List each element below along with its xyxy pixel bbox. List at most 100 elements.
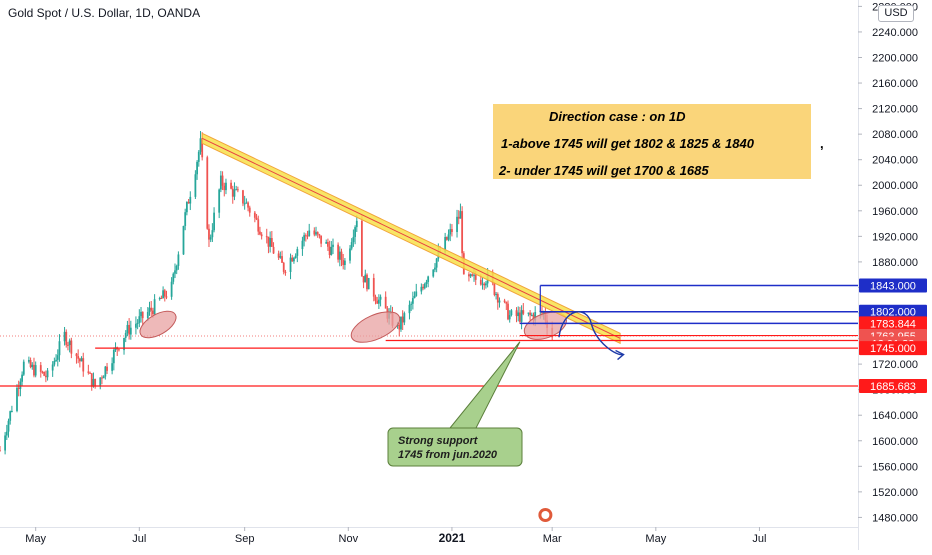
candle-body	[201, 138, 204, 158]
candle-body	[469, 274, 472, 277]
y-tick-label: 2240.000	[872, 27, 918, 39]
note-line-3: 2- under 1745 will get 1700 & 1685	[498, 163, 709, 178]
candle-body	[508, 315, 511, 320]
candle-body	[355, 220, 358, 228]
candle-body	[67, 344, 69, 346]
candle-body	[233, 189, 236, 197]
direction-note-box[interactable]	[493, 104, 811, 179]
candle-body	[123, 337, 125, 351]
candle-body	[379, 296, 382, 300]
candle-body	[445, 236, 448, 240]
candle-body	[19, 381, 22, 389]
candle-body	[129, 327, 132, 335]
x-tick-label: May	[25, 533, 46, 545]
candle-body	[337, 244, 340, 260]
candle-body	[39, 365, 42, 372]
candle-body	[89, 372, 91, 374]
candle-body	[213, 212, 215, 231]
candle-body	[411, 298, 414, 304]
candle-body	[87, 371, 90, 373]
candle-body	[257, 219, 260, 232]
price-label: 1843.000	[870, 281, 916, 293]
candle-body	[182, 225, 185, 255]
candle-body	[481, 283, 484, 285]
price-label-bg	[859, 341, 927, 356]
candle-body	[320, 235, 323, 244]
candle-body	[174, 270, 176, 274]
candle-body	[170, 281, 173, 297]
candle-body	[408, 304, 411, 314]
candle-body	[517, 312, 520, 317]
y-tick-label: 2200.000	[872, 52, 918, 64]
candle-body	[269, 238, 272, 247]
support-callout[interactable]	[387, 427, 523, 467]
candle-body	[124, 333, 127, 338]
candle-body	[187, 201, 190, 204]
price-axis-panel[interactable]	[858, 0, 932, 550]
candle-body	[291, 257, 294, 262]
candle-body	[534, 312, 537, 321]
candle-body	[400, 316, 402, 330]
candle-body	[46, 370, 49, 378]
candle-body	[10, 410, 13, 412]
y-tick-label: 2040.000	[872, 155, 918, 167]
candle-body	[4, 435, 6, 451]
candle-body	[427, 276, 430, 282]
candle-body	[313, 230, 316, 235]
candle-body	[374, 296, 377, 301]
candle-body	[158, 298, 161, 300]
x-tick-label: Jul	[132, 533, 146, 545]
y-tick-label: 1880.000	[872, 257, 918, 269]
pattern-ellipse[interactable]	[347, 306, 404, 349]
candle-body	[451, 229, 453, 233]
candle-body	[520, 310, 523, 322]
currency-badge[interactable]: USD	[878, 5, 914, 22]
projection-arrow[interactable]	[558, 311, 624, 356]
candle-body	[468, 274, 470, 277]
candle-body	[255, 217, 258, 220]
candle-body	[68, 340, 71, 346]
y-tick-label: 2120.000	[872, 104, 918, 116]
candle-body	[327, 242, 329, 247]
candle-body	[94, 378, 97, 387]
candle-body	[141, 311, 144, 319]
candle-body	[31, 364, 34, 368]
callout-pointer	[448, 341, 521, 429]
candle-body	[342, 260, 345, 266]
candle-body	[444, 236, 447, 253]
y-tick-label: 1920.000	[872, 231, 918, 243]
candle-body	[29, 360, 32, 368]
candle-body	[522, 310, 525, 314]
candle-body	[163, 290, 166, 297]
candle-body	[420, 286, 423, 292]
candle-body	[218, 189, 221, 213]
candle-body	[384, 296, 387, 309]
candle-body	[376, 300, 379, 304]
candle-body	[51, 364, 54, 371]
candle-body	[542, 312, 545, 314]
candle-body	[194, 174, 197, 197]
candle-body	[457, 216, 460, 219]
candle-body	[27, 360, 30, 362]
y-tick-label: 1600.000	[872, 436, 918, 448]
candle-body	[530, 314, 533, 316]
note-line-1: Direction case : on 1D	[549, 109, 686, 124]
candle-body	[410, 303, 413, 305]
candle-body	[279, 256, 282, 258]
candle-body	[9, 411, 12, 421]
candle-body	[459, 211, 462, 219]
candle-body	[510, 310, 513, 316]
candle-body	[483, 283, 486, 286]
candle-body	[461, 211, 464, 254]
pattern-ellipse[interactable]	[136, 306, 181, 343]
price-label: 1783.844	[870, 318, 916, 330]
candle-body	[498, 300, 501, 303]
candle-body	[366, 274, 368, 290]
candle-body	[423, 283, 426, 289]
candle-body	[17, 387, 20, 389]
candle-body	[293, 257, 295, 262]
chart-title: Gold Spot / U.S. Dollar, 1D, OANDA	[8, 6, 201, 20]
candle-body	[362, 276, 365, 283]
